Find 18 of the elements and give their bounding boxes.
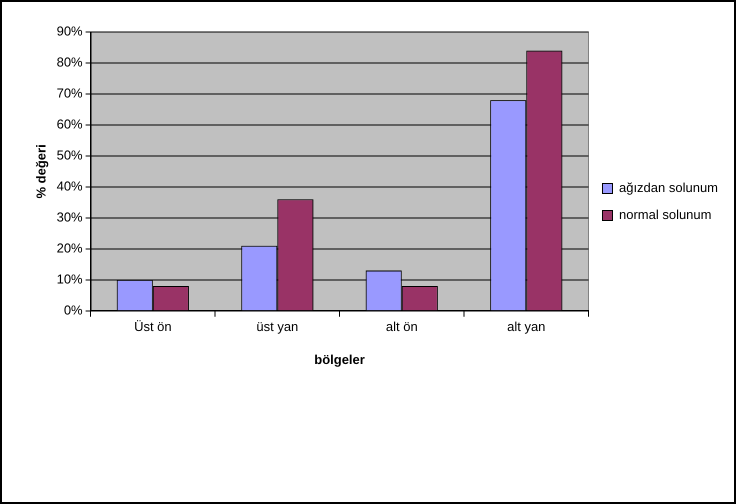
y-tick-label: 40% xyxy=(56,178,84,194)
x-tick-label: alt ön xyxy=(386,319,418,334)
legend-label: ağızdan solunum xyxy=(618,180,718,196)
y-tick-label: 20% xyxy=(56,240,84,256)
x-axis-title: bölgeler xyxy=(314,352,365,367)
y-tick-label: 50% xyxy=(56,147,84,162)
y-tick-label: 70% xyxy=(56,86,84,101)
y-tick-label: 0% xyxy=(64,302,84,318)
y-tick-label: 30% xyxy=(56,209,84,224)
y-tick-label: 10% xyxy=(56,271,84,286)
x-tick-label: alt yan xyxy=(507,319,546,334)
x-tick-label: Üst ön xyxy=(134,319,172,334)
x-tick-label: üst yan xyxy=(256,319,298,334)
y-tick-label: 80% xyxy=(56,54,84,70)
y-axis-title: % değeri xyxy=(33,144,48,198)
legend-label: normal solunum xyxy=(618,207,712,222)
y-tick-label: 60% xyxy=(56,116,84,132)
y-tick-label: 90% xyxy=(56,24,84,39)
